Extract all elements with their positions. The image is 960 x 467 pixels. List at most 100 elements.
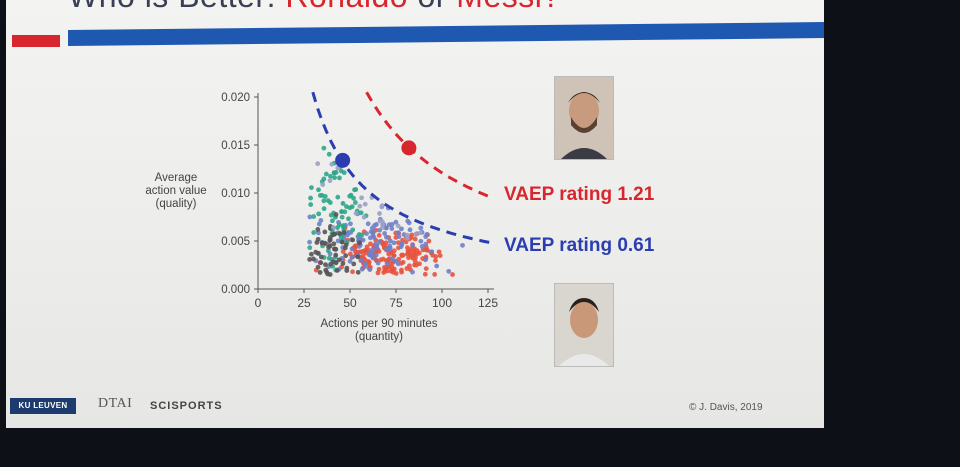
x-tick-label: 0 — [255, 296, 262, 310]
presentation-slide: Who is Better: Ronaldo or Messi? 0 25 50 75… — [6, 0, 824, 428]
scatter-point — [323, 171, 329, 177]
scatter-point — [337, 175, 342, 181]
y-tick-label: 0.010 — [221, 188, 250, 200]
scatter-point — [407, 227, 413, 233]
scatter-point — [423, 257, 428, 263]
scatter-point — [353, 249, 358, 255]
scatter-point — [308, 202, 314, 207]
ku-leuven-logo: KU LEUVEN — [10, 398, 76, 414]
scatter-point — [309, 185, 314, 190]
scatter-point — [353, 210, 359, 216]
scatter-point — [340, 261, 346, 266]
scatter-point — [328, 173, 333, 179]
scatter-point — [347, 205, 353, 211]
scatter-point — [446, 268, 452, 274]
scatter-point — [382, 231, 388, 236]
scatter-point — [369, 225, 375, 231]
scatter-point — [330, 218, 335, 224]
scatter-point — [418, 225, 424, 231]
scatter-point — [403, 239, 409, 245]
slide-title: Who is Better: Ronaldo or Messi? — [68, 0, 561, 15]
scatter-point — [333, 260, 339, 266]
scatter-point — [368, 241, 373, 247]
scatter-point — [437, 253, 443, 259]
ronaldo-vaep-rating: VAEP rating 0.61 — [504, 235, 655, 256]
scatter-point — [426, 238, 432, 244]
scatter-point — [318, 254, 324, 260]
scatter-point — [350, 237, 356, 243]
scatter-point — [315, 161, 321, 167]
scatter-point — [411, 249, 417, 255]
scatter-point — [351, 261, 357, 267]
player-portrait-icon — [555, 284, 613, 366]
scatter-point — [399, 226, 404, 232]
scatter-point — [333, 246, 338, 252]
scatter-point — [331, 241, 337, 247]
x-tick-label: 125 — [478, 296, 498, 310]
scatter-point — [370, 255, 376, 261]
scatter-point — [369, 251, 375, 257]
scatter-point — [341, 225, 346, 230]
scatter-point — [326, 255, 332, 261]
scatter-point — [346, 216, 351, 222]
scatter-point — [327, 272, 333, 277]
scatter-point — [315, 264, 321, 270]
scatter-point — [332, 175, 337, 181]
scatter-point — [331, 225, 336, 230]
scatter-point — [386, 247, 392, 253]
scatter-point — [370, 233, 376, 239]
scatter-point — [433, 258, 438, 263]
scatter-point — [315, 227, 321, 232]
scatter-point — [384, 261, 390, 267]
slide-footer: KU LEUVEN DTAI SCISPORTS © J. Davis, 201… — [6, 395, 824, 425]
scatter-point — [311, 256, 316, 262]
scatter-point — [399, 241, 404, 247]
scatter-point — [396, 234, 402, 240]
scatter-point — [359, 195, 365, 201]
scatter-point — [316, 221, 322, 227]
scatter-point — [327, 200, 333, 205]
scatter-point — [319, 240, 325, 246]
scatter-point — [413, 255, 418, 261]
scatter-point — [333, 252, 339, 258]
scatter-point — [389, 256, 395, 262]
scatter-point — [423, 266, 429, 272]
scatter-point — [339, 239, 345, 245]
x-tick-label: 100 — [432, 296, 452, 310]
scatter-point — [423, 241, 429, 247]
title-player2: Messi? — [456, 0, 560, 14]
scatter-point — [405, 245, 410, 250]
scatter-point — [322, 229, 328, 235]
scatter-point — [336, 257, 342, 263]
scatter-point — [333, 169, 339, 175]
scisports-logo: SCISPORTS — [150, 400, 223, 412]
scatter-point — [314, 240, 320, 245]
scatter-point — [380, 225, 385, 231]
scatter-point — [319, 193, 325, 198]
scatter-point — [393, 258, 399, 264]
scatter-point — [339, 214, 345, 220]
scatter-point — [338, 168, 344, 174]
scatter-point — [373, 252, 379, 258]
scatter-point — [323, 262, 328, 268]
scatter-point — [351, 195, 356, 201]
scatter-point — [417, 261, 422, 267]
scatter-point — [410, 242, 416, 248]
scatter-point — [359, 266, 365, 272]
scatter-point — [367, 267, 373, 272]
scatter-point — [410, 269, 415, 275]
messi-photo — [554, 76, 614, 160]
scatter-point — [308, 251, 314, 257]
scatter-point — [307, 245, 313, 251]
scatter-point — [350, 254, 355, 260]
scatter-point — [333, 212, 339, 217]
scatter-point — [357, 203, 363, 209]
y-tick-label: 0.015 — [221, 140, 250, 152]
title-prefix: Who is Better: — [68, 0, 285, 14]
scatter-point — [375, 270, 381, 276]
scatter-point — [307, 256, 313, 262]
scatter-point — [307, 239, 312, 245]
x-tick-label: 50 — [343, 296, 357, 310]
scatter-point — [316, 187, 321, 193]
scatter-point — [393, 219, 399, 225]
